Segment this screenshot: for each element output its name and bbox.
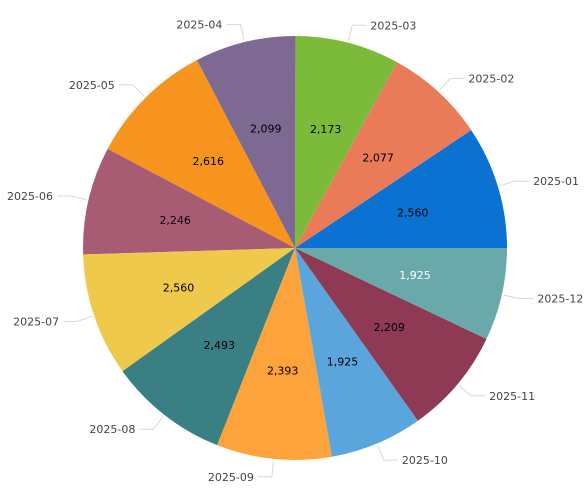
slice-value-label-2025-08: 2,493 bbox=[204, 339, 236, 352]
pie-slice-2025-12[interactable] bbox=[295, 248, 507, 339]
slice-value-label-2025-11: 2,209 bbox=[373, 321, 405, 334]
category-label-2025-08: 2025-08 bbox=[89, 423, 135, 436]
slice-value-label-2025-03: 2,173 bbox=[310, 123, 342, 136]
leader-line-2025-08 bbox=[139, 416, 164, 430]
category-label-2025-10: 2025-10 bbox=[402, 454, 448, 467]
pie-slice-2025-07[interactable] bbox=[83, 248, 295, 372]
category-label-2025-05: 2025-05 bbox=[69, 79, 115, 92]
slice-value-labels: 2,560 2,077 2,173 2,099 2,616 2,246 2,560 2,493… bbox=[159, 123, 430, 378]
leader-line-2025-12 bbox=[503, 294, 534, 300]
pie-slice-2025-03[interactable] bbox=[295, 36, 398, 248]
pie-slice-2025-09[interactable] bbox=[217, 248, 332, 461]
category-label-2025-04: 2025-04 bbox=[176, 19, 222, 32]
category-label-2025-12: 2025-12 bbox=[537, 293, 583, 306]
category-label-2025-02: 2025-02 bbox=[468, 72, 514, 85]
leader-line-2025-06 bbox=[57, 195, 87, 201]
leader-line-2025-10 bbox=[377, 445, 398, 461]
pie-slice-2025-05[interactable] bbox=[107, 60, 296, 248]
category-labels: 2025-01 2025-02 2025-03 2025-04 2025-05 2025-… bbox=[7, 19, 583, 484]
slice-value-label-2025-02: 2,077 bbox=[362, 151, 394, 164]
pie-slice-2025-06[interactable] bbox=[83, 148, 295, 255]
slice-value-label-2025-12: 1,925 bbox=[399, 269, 431, 282]
pie-slice-2025-02[interactable] bbox=[295, 62, 472, 248]
category-label-2025-07: 2025-07 bbox=[13, 316, 59, 329]
slice-value-label-2025-07: 2,560 bbox=[163, 281, 195, 294]
pie-slice-2025-04[interactable] bbox=[196, 35, 296, 249]
slice-value-label-2025-06: 2,246 bbox=[159, 214, 191, 227]
leader-line-2025-11 bbox=[458, 385, 486, 397]
slice-value-label-2025-10: 1,925 bbox=[327, 355, 359, 368]
pie-slice-2025-11[interactable] bbox=[295, 248, 487, 421]
category-label-2025-03: 2025-03 bbox=[370, 19, 416, 32]
slice-value-label-2025-01: 2,560 bbox=[397, 206, 429, 219]
pie-slices bbox=[83, 35, 507, 461]
leader-line-2025-07 bbox=[63, 315, 93, 322]
leader-line-2025-05 bbox=[118, 84, 145, 97]
slice-value-label-2025-05: 2,616 bbox=[193, 155, 225, 168]
pie-slice-2025-10[interactable] bbox=[295, 248, 418, 457]
pie-slice-2025-01[interactable] bbox=[295, 130, 507, 248]
slice-value-label-2025-04: 2,099 bbox=[250, 123, 282, 136]
pie-slice-2025-08[interactable] bbox=[122, 248, 296, 446]
category-label-2025-09: 2025-09 bbox=[208, 471, 254, 484]
category-label-2025-11: 2025-11 bbox=[489, 390, 535, 403]
category-label-2025-06: 2025-06 bbox=[7, 190, 53, 203]
leader-line-2025-01 bbox=[499, 180, 530, 187]
leader-line-2025-02 bbox=[439, 77, 465, 91]
leader-line-2025-09 bbox=[257, 460, 274, 478]
slice-value-label-2025-09: 2,393 bbox=[267, 364, 299, 377]
leader-line-2025-04 bbox=[226, 24, 245, 41]
leader-lines bbox=[57, 24, 534, 478]
leader-line-2025-03 bbox=[347, 24, 367, 41]
category-label-2025-01: 2025-01 bbox=[533, 175, 579, 188]
